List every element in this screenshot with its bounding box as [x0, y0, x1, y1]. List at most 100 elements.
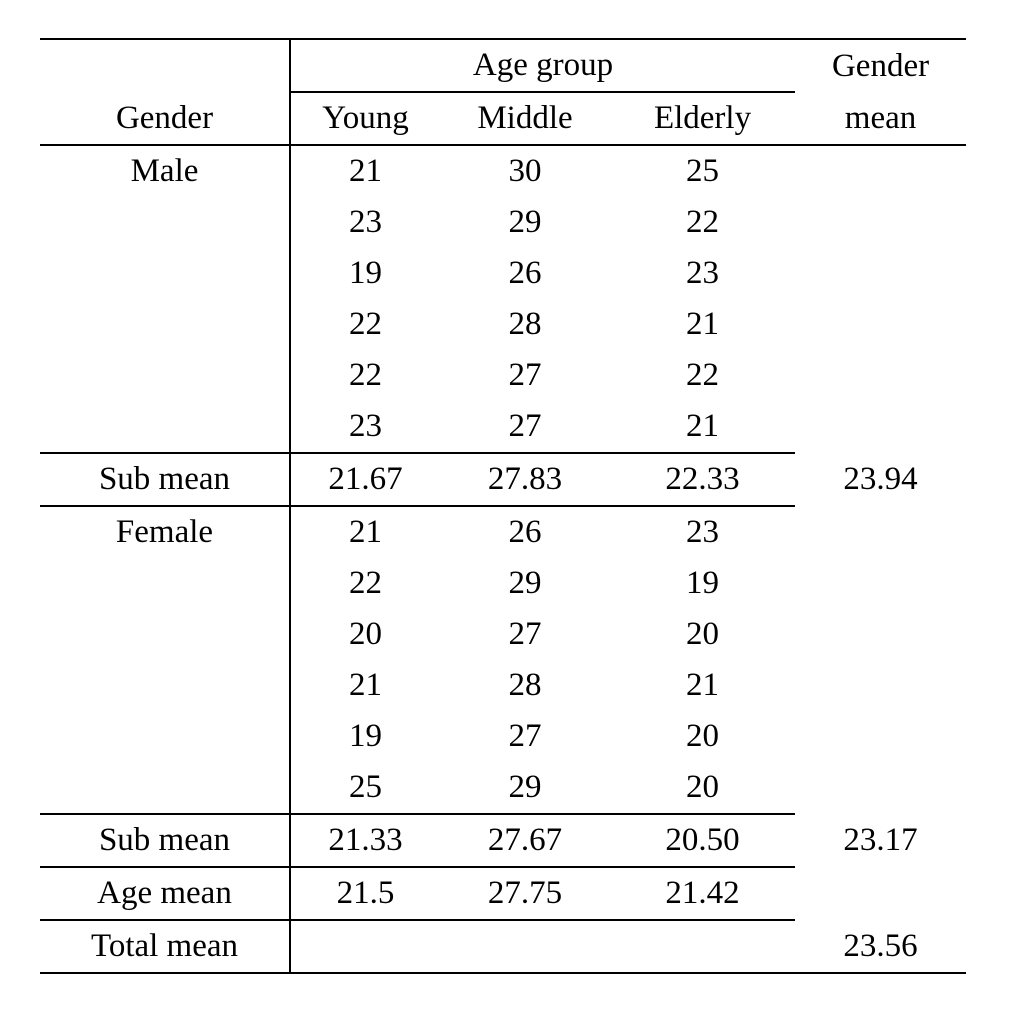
age-mean-row: Age mean 21.5 27.75 21.42	[40, 866, 966, 920]
data-cell: 22	[686, 357, 720, 394]
data-cell: 25	[289, 762, 440, 814]
age-group-header: Age group	[288, 38, 796, 93]
empty-cell	[795, 248, 966, 299]
female-row: 20 27 20	[40, 609, 966, 660]
col-header-young: Young	[289, 92, 440, 146]
data-cell: 21	[289, 505, 440, 558]
female-row: 19 27 20	[40, 711, 966, 762]
data-cell: 21	[686, 667, 720, 704]
total-mean-row: Total mean 23.56	[40, 919, 967, 974]
empty-cell	[40, 558, 290, 609]
header-row-2: Gender Young Middle Elderly mean	[40, 92, 967, 146]
empty-cell	[795, 350, 966, 401]
female-gender-mean: 23.17	[843, 822, 918, 859]
sub-mean-cell: 22.33	[610, 452, 796, 506]
data-cell: 23	[289, 401, 440, 453]
data-cell: 26	[508, 255, 542, 292]
empty-cell	[40, 660, 290, 711]
data-cell: 28	[508, 306, 542, 343]
empty-cell	[795, 299, 966, 350]
data-cell: 23	[289, 197, 440, 248]
empty-cell	[795, 197, 966, 248]
empty-cell	[795, 558, 966, 609]
age-mean-label: Age mean	[40, 866, 290, 920]
data-cell: 22	[686, 204, 720, 241]
empty-cell	[40, 401, 290, 453]
age-mean-cell: 21.5	[289, 866, 440, 920]
sub-mean-cell: 21.33	[289, 813, 440, 867]
data-cell: 22	[289, 350, 440, 401]
female-row: 21 28 21	[40, 660, 966, 711]
corner-cell	[40, 38, 290, 92]
data-cell: 25	[686, 153, 720, 190]
female-row: 25 29 20	[40, 762, 966, 814]
gender-mean-header-line1: Gender	[795, 38, 967, 92]
age-mean-cell: 27.75	[440, 866, 610, 920]
gender-age-table: Age group Gender Gender Young Middle Eld…	[40, 38, 967, 974]
data-cell: 19	[289, 248, 440, 299]
data-cell: 29	[508, 565, 542, 602]
empty-cell	[40, 711, 290, 762]
male-row: 22 28 21	[40, 299, 966, 350]
empty-cell	[40, 350, 290, 401]
data-cell: 20	[686, 616, 720, 653]
female-row: 22 29 19	[40, 558, 966, 609]
data-cell: 27	[508, 408, 542, 445]
data-cell: 22	[289, 558, 440, 609]
data-cell: 20	[289, 609, 440, 660]
data-cell: 27	[508, 718, 542, 755]
female-label: Female	[40, 505, 290, 558]
data-cell: 21	[686, 408, 720, 445]
data-cell: 19	[289, 711, 440, 762]
data-cell: 29	[508, 204, 542, 241]
data-cell: 19	[686, 565, 720, 602]
empty-cell	[795, 660, 966, 711]
empty-cell	[795, 401, 966, 453]
data-cell: 23	[610, 505, 796, 558]
data-cell: 27	[508, 357, 542, 394]
empty-cell	[795, 762, 966, 814]
col-header-middle: Middle	[440, 92, 610, 146]
male-gender-mean: 23.94	[843, 461, 918, 498]
gender-mean-header-line2: mean	[795, 92, 967, 146]
empty-cell	[40, 609, 290, 660]
empty-cell	[795, 506, 966, 558]
data-cell: 30	[508, 153, 542, 190]
sub-mean-label: Sub mean	[40, 452, 290, 506]
female-sub-mean-row: Sub mean 21.33 27.67 20.50 23.17	[40, 813, 966, 867]
age-mean-cell: 21.42	[610, 866, 796, 920]
data-cell: 20	[686, 769, 720, 806]
empty-cell	[795, 145, 966, 197]
male-label: Male	[130, 153, 199, 190]
data-cell: 21	[686, 306, 720, 343]
sub-mean-cell: 27.67	[440, 813, 610, 867]
data-cell: 28	[508, 667, 542, 704]
sub-mean-label: Sub mean	[40, 813, 290, 867]
data-cell: 21	[289, 660, 440, 711]
male-row: Male 21 30 25	[40, 145, 966, 197]
male-row: 23 29 22	[40, 197, 966, 248]
male-row: 22 27 22	[40, 350, 966, 401]
sub-mean-cell: 20.50	[610, 813, 796, 867]
data-cell: 27	[508, 616, 542, 653]
header-row-1: Age group Gender	[40, 38, 967, 93]
empty-cell	[40, 197, 290, 248]
empty-cell	[795, 609, 966, 660]
sub-mean-cell: 27.83	[440, 452, 610, 506]
empty-cell	[795, 867, 966, 920]
empty-cell	[40, 248, 290, 299]
female-row: Female 21 26 23	[40, 505, 966, 558]
data-cell: 23	[686, 255, 720, 292]
empty-cell	[795, 711, 966, 762]
data-cell: 21	[289, 145, 440, 197]
data-cell: 20	[686, 718, 720, 755]
data-cell: 29	[508, 769, 542, 806]
male-sub-mean-row: Sub mean 21.67 27.83 22.33 23.94	[40, 452, 966, 506]
sub-mean-cell: 21.67	[289, 452, 440, 506]
col-header-elderly: Elderly	[610, 92, 796, 146]
empty-cell	[40, 299, 290, 350]
data-cell: 26	[440, 505, 610, 558]
male-row: 19 26 23	[40, 248, 966, 299]
empty-cell	[288, 919, 796, 974]
